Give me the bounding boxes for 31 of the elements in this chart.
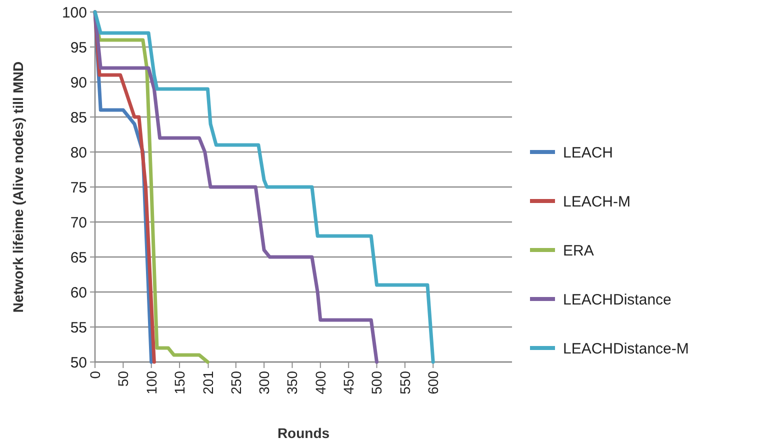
y-tick-label: 100 <box>62 4 87 22</box>
y-tick-label: 60 <box>70 284 87 302</box>
y-tick-label: 65 <box>70 249 87 266</box>
y-tick-label: 95 <box>70 39 87 56</box>
x-tick-label: 100 <box>143 370 160 394</box>
x-tick-label: 450 <box>340 370 356 394</box>
y-tick-label: 70 <box>70 214 87 232</box>
legend-label: LEACH <box>563 144 614 162</box>
x-tick-label: 250 <box>228 370 244 394</box>
legend-label: LEACH-M <box>563 193 631 210</box>
x-tick-label: 500 <box>368 370 385 394</box>
legend-label: ERA <box>563 242 594 260</box>
y-axis-title: Network lifeime (Alive nodes) till MND <box>10 61 26 313</box>
legend-label: LEACHDistance <box>563 291 672 308</box>
x-tick-label: 50 <box>115 370 132 387</box>
y-tick-label: 85 <box>70 109 87 126</box>
x-tick-label: 201 <box>200 370 216 394</box>
y-tick-label: 50 <box>70 354 87 372</box>
y-tick-label: 55 <box>70 319 87 336</box>
x-axis-title: Rounds <box>277 425 330 441</box>
y-tick-label: 75 <box>70 179 87 196</box>
y-tick-label: 90 <box>70 74 87 92</box>
x-tick-label: 300 <box>256 370 272 394</box>
x-tick-label: 400 <box>312 370 328 394</box>
x-tick-label: 600 <box>425 370 442 394</box>
x-tick-label: 0 <box>86 370 103 379</box>
x-tick-label: 350 <box>284 370 300 394</box>
x-tick-label: 150 <box>171 370 188 394</box>
x-tick-label: 550 <box>396 370 413 394</box>
legend-label: LEACHDistance-M <box>563 340 689 358</box>
y-tick-label: 80 <box>70 144 87 162</box>
